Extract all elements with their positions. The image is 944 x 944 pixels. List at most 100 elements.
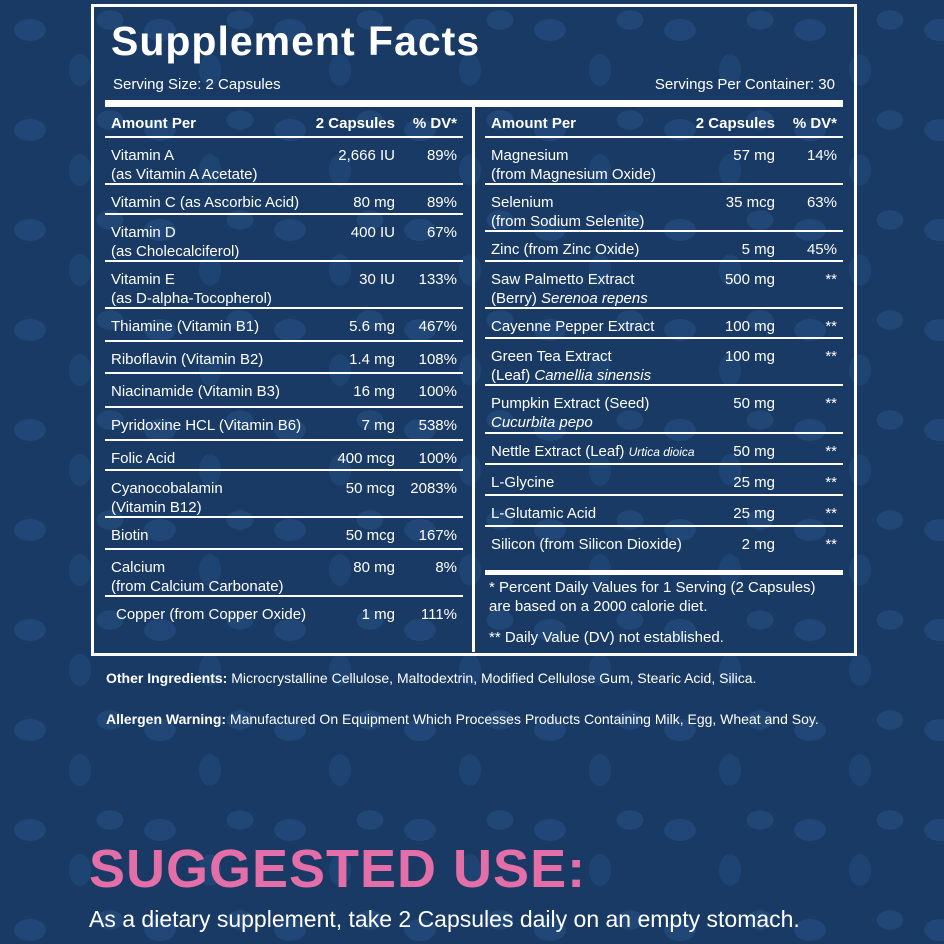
nutrient-name: L-Glycine	[491, 473, 554, 492]
nutrient-name-text: Vitamin D (as Cholecalciferol)	[111, 224, 240, 260]
nutrient-name: Vitamin D (as Cholecalciferol)	[111, 223, 239, 261]
nutrient-name: Nettle Extract (Leaf) Urtica dioica	[491, 442, 695, 462]
nutrient-amount: 50 mcg	[345, 527, 395, 544]
nutrient-name: Magnesium (from Magnesium Oxide)	[491, 146, 656, 184]
nutrient-dv: 63%	[806, 194, 837, 211]
nutrient-name: Vitamin E (as D-alpha-Tocopherol)	[111, 270, 272, 308]
nutrient-amount: 30 IU	[359, 271, 395, 288]
nutrient-dv: **	[825, 536, 837, 553]
nutrient-amount: 100 mg	[724, 348, 775, 365]
nutrient-dv: 111%	[420, 606, 457, 623]
nutrient-name-text: Copper (from Copper Oxide)	[116, 606, 307, 623]
nutrient-name: Vitamin C (as Ascorbic Acid)	[111, 193, 299, 212]
nutrient-name-text: Selenium (from Sodium Selenite)	[491, 194, 645, 230]
nutrient-row: Riboflavin (Vitamin B2) 1.4 mg 108%	[105, 342, 463, 374]
suggested-use-text: As a dietary supplement, take 2 Capsules…	[89, 906, 800, 932]
nutrient-dv: **	[825, 348, 837, 365]
nutrient-row: Calcium (from Calcium Carbonate) 80 mg 8%	[105, 550, 463, 597]
nutrient-dv: **	[825, 271, 837, 288]
nutrient-dv: 89%	[426, 147, 457, 164]
nutrient-name: Niacinamide (Vitamin B3)	[111, 382, 280, 401]
nutrient-dv: 538%	[418, 417, 457, 434]
nutrient-dv: 100%	[418, 450, 457, 467]
header-capsules: 2 Capsules	[695, 115, 775, 132]
nutrient-row: Vitamin C (as Ascorbic Acid) 80 mg 89%	[105, 185, 463, 215]
other-ingredients-label: Other Ingredients:	[106, 670, 228, 686]
botanical-name: Cucurbita pepo	[491, 414, 593, 431]
nutrient-name-text: Cayenne Pepper Extract	[491, 318, 655, 335]
nutrient-row: Zinc (from Zinc Oxide) 5 mg 45%	[485, 232, 843, 262]
nutrient-row: Vitamin D (as Cholecalciferol) 400 IU 67%	[105, 215, 463, 262]
nutrient-name: Vitamin A (as Vitamin A Acetate)	[111, 146, 257, 184]
other-ingredients-text: Microcrystalline Cellulose, Maltodextrin…	[227, 670, 757, 686]
header-amount-per: Amount Per	[491, 115, 577, 132]
nutrient-dv: 108%	[418, 351, 457, 368]
header-capsules: 2 Capsules	[315, 115, 395, 132]
nutrient-name: Zinc (from Zinc Oxide)	[491, 240, 639, 259]
nutrient-amount: 50 mg	[733, 443, 775, 460]
nutrient-name: Thiamine (Vitamin B1)	[111, 317, 259, 336]
nutrient-row: Pyridoxine HCL (Vitamin B6) 7 mg 538%	[105, 408, 463, 441]
nutrient-amount: 2 mg	[741, 536, 775, 553]
allergen-warning: Allergen Warning: Manufactured On Equipm…	[106, 709, 819, 729]
botanical-name: Camellia sinensis	[534, 367, 652, 384]
nutrient-dv: 167%	[418, 527, 457, 544]
nutrient-name-text: Vitamin A (as Vitamin A Acetate)	[111, 147, 258, 183]
supplement-facts-panel: Supplement Facts Serving Size: 2 Capsule…	[91, 4, 857, 656]
nutrient-dv: 14%	[806, 147, 837, 164]
right-nutrient-column: Amount Per 2 Capsules % DV* Magnesium (f…	[485, 107, 843, 560]
nutrient-amount: 57 mg	[733, 147, 775, 164]
nutrient-amount: 2,666 IU	[338, 147, 395, 164]
nutrient-row: Selenium (from Sodium Selenite) 35 mcg 63%	[485, 185, 843, 232]
botanical-name: Serenoa repens	[541, 290, 648, 307]
daily-value-footnote: * Percent Daily Values for 1 Serving (2 …	[489, 579, 816, 615]
nutrient-dv: 67%	[426, 224, 457, 241]
nutrient-amount: 50 mg	[733, 395, 775, 412]
nutrient-amount: 80 mg	[353, 194, 395, 211]
thick-divider	[105, 100, 843, 107]
nutrient-row: Green Tea Extract (Leaf) Camellia sinens…	[485, 339, 843, 386]
header-dv: % DV*	[792, 115, 837, 132]
nutrient-dv: **	[825, 318, 837, 335]
servings-per-container: Servings Per Container: 30	[654, 76, 835, 93]
left-column-header: Amount Per 2 Capsules % DV*	[105, 107, 463, 138]
nutrient-dv: **	[825, 443, 837, 460]
nutrient-name-text: Vitamin C (as Ascorbic Acid)	[111, 194, 300, 211]
nutrient-name-text: Cyanocobalamin (Vitamin B12)	[111, 480, 223, 516]
nutrient-dv: **	[825, 395, 837, 412]
nutrient-name: Cayenne Pepper Extract	[491, 317, 654, 336]
nutrient-name-text: Vitamin E (as D-alpha-Tocopherol)	[111, 271, 272, 307]
right-column-header: Amount Per 2 Capsules % DV*	[485, 107, 843, 138]
nutrient-row: L-Glycine 25 mg **	[485, 465, 843, 496]
nutrient-name: Saw Palmetto Extract (Berry) Serenoa rep…	[491, 270, 648, 308]
nutrient-name-text: Silicon (from Silicon Dioxide)	[491, 536, 682, 553]
nutrient-amount: 1.4 mg	[349, 351, 395, 368]
nutrient-row: Biotin 50 mcg 167%	[105, 518, 463, 550]
nutrient-dv: 8%	[435, 559, 457, 576]
nutrient-row: Cayenne Pepper Extract 100 mg **	[485, 309, 843, 339]
nutrient-row: Copper (from Copper Oxide) 1 mg 111%	[105, 597, 463, 630]
nutrient-name-text: Riboflavin (Vitamin B2)	[111, 351, 264, 368]
nutrient-row: L-Glutamic Acid 25 mg **	[485, 496, 843, 527]
notes-divider	[485, 570, 843, 575]
nutrient-name-text: Saw Palmetto Extract (Berry)	[491, 271, 635, 307]
nutrient-amount: 5.6 mg	[349, 318, 395, 335]
facts-title: Supplement Facts	[111, 18, 481, 64]
nutrient-amount: 80 mg	[353, 559, 395, 576]
nutrient-dv: 133%	[418, 271, 457, 288]
nutrient-name-text: Pyridoxine HCL (Vitamin B6)	[111, 417, 302, 434]
nutrient-amount: 5 mg	[741, 241, 775, 258]
nutrient-name: Cyanocobalamin (Vitamin B12)	[111, 479, 223, 517]
nutrient-name: Pumpkin Extract (Seed) Cucurbita pepo	[491, 394, 649, 432]
nutrient-name: Green Tea Extract (Leaf) Camellia sinens…	[491, 347, 651, 385]
allergen-warning-text: Manufactured On Equipment Which Processe…	[226, 711, 819, 727]
nutrient-name: Riboflavin (Vitamin B2)	[111, 350, 263, 369]
nutrient-dv: 89%	[426, 194, 457, 211]
nutrient-row: Saw Palmetto Extract (Berry) Serenoa rep…	[485, 262, 843, 309]
other-ingredients: Other Ingredients: Microcrystalline Cell…	[106, 668, 756, 688]
nutrient-name: L-Glutamic Acid	[491, 504, 596, 523]
left-nutrient-column: Amount Per 2 Capsules % DV* Vitamin A (a…	[105, 107, 463, 630]
nutrient-amount: 50 mcg	[345, 480, 395, 497]
allergen-warning-label: Allergen Warning:	[106, 711, 227, 727]
botanical-name: Urtica dioica	[628, 445, 695, 459]
